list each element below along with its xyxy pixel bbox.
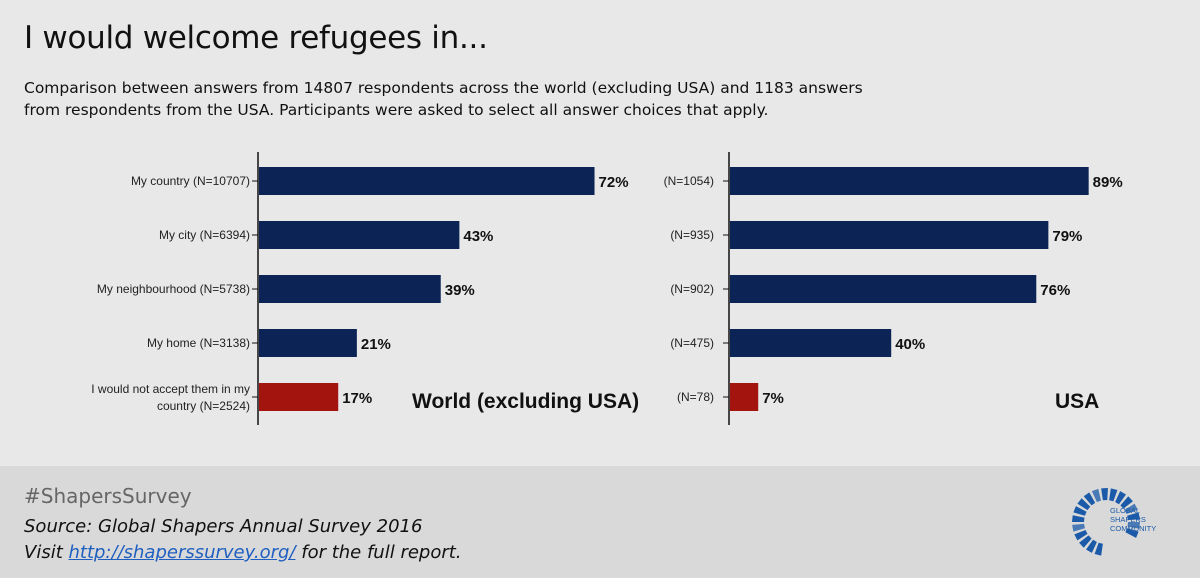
panel-label: USA <box>1055 390 1099 413</box>
source-text: Source: Global Shapers Annual Survey 201… <box>24 516 423 537</box>
logo-segment <box>1077 498 1091 511</box>
value-label: 21% <box>361 336 391 353</box>
value-label: 72% <box>599 174 629 191</box>
logo-segment <box>1127 512 1140 521</box>
panel-label: World (excluding USA) <box>412 390 639 413</box>
bar <box>259 275 441 303</box>
bar <box>259 329 357 357</box>
category-label: (N=475) <box>670 336 714 350</box>
logo-segment <box>1109 488 1118 502</box>
category-label: My city (N=6394) <box>159 228 250 242</box>
category-label: My home (N=3138) <box>147 336 250 350</box>
category-label: (N=78) <box>677 390 714 404</box>
value-label: 76% <box>1040 282 1070 299</box>
bar <box>259 221 460 249</box>
logo-segment <box>1115 491 1126 505</box>
bar-charts: My country (N=10707) 72% My city (N=6394) 4… <box>91 152 1123 425</box>
value-label: 89% <box>1093 174 1123 191</box>
chart-subtitle: Comparison between answers from 14807 re… <box>24 79 863 119</box>
logo-segment <box>1072 515 1085 522</box>
logo-segment <box>1094 542 1103 556</box>
visit-text: Visit http://shaperssurvey.org/ for the … <box>24 542 462 563</box>
logo-segment <box>1074 529 1088 541</box>
footer: #ShapersSurvey Source: Global Shapers An… <box>0 466 1200 578</box>
value-label: 17% <box>342 390 372 407</box>
bar <box>259 383 339 411</box>
bar <box>730 167 1089 195</box>
category-label: My country (N=10707) <box>131 174 250 188</box>
category-label: (N=902) <box>670 282 714 296</box>
bar <box>730 221 1049 249</box>
value-label: 79% <box>1052 228 1082 245</box>
logo-text-community: COMMUNITY <box>1110 524 1156 533</box>
value-label: 40% <box>895 336 925 353</box>
category-label: (N=1054) <box>664 174 714 188</box>
category-label: I would not accept them in my country (N=… <box>91 382 250 413</box>
bar <box>259 167 595 195</box>
logo-segment <box>1127 522 1140 529</box>
logo-segment <box>1091 488 1102 502</box>
logo-text-shapers: SHAPERS <box>1110 515 1146 524</box>
bar <box>730 383 759 411</box>
logo-text-global: GLOBAL <box>1110 506 1140 515</box>
logo-segment <box>1086 539 1097 553</box>
logo-segment <box>1124 503 1138 515</box>
logo-segment <box>1079 535 1092 548</box>
hashtag: #ShapersSurvey <box>24 484 192 508</box>
logo-segment <box>1073 506 1087 516</box>
value-label: 7% <box>762 390 784 407</box>
report-link[interactable]: http://shaperssurvey.org/ <box>68 542 296 563</box>
chart-title: I would welcome refugees in... <box>24 20 488 56</box>
visit-suffix: for the full report. <box>295 542 462 563</box>
logo-segment <box>1072 523 1085 532</box>
logo-segment <box>1101 488 1108 501</box>
logo-segment <box>1120 496 1133 509</box>
visit-prefix: Visit <box>24 542 69 563</box>
logo-segment <box>1083 492 1096 506</box>
logo-segment <box>1125 528 1139 538</box>
bar <box>730 275 1037 303</box>
bar <box>730 329 892 357</box>
global-shapers-logo: GLOBAL SHAPERS COMMUNITY <box>1072 488 1156 556</box>
value-label: 39% <box>445 282 475 299</box>
category-label: (N=935) <box>670 228 714 242</box>
category-label: My neighbourhood (N=5738) <box>97 282 250 296</box>
value-label: 43% <box>463 228 493 245</box>
